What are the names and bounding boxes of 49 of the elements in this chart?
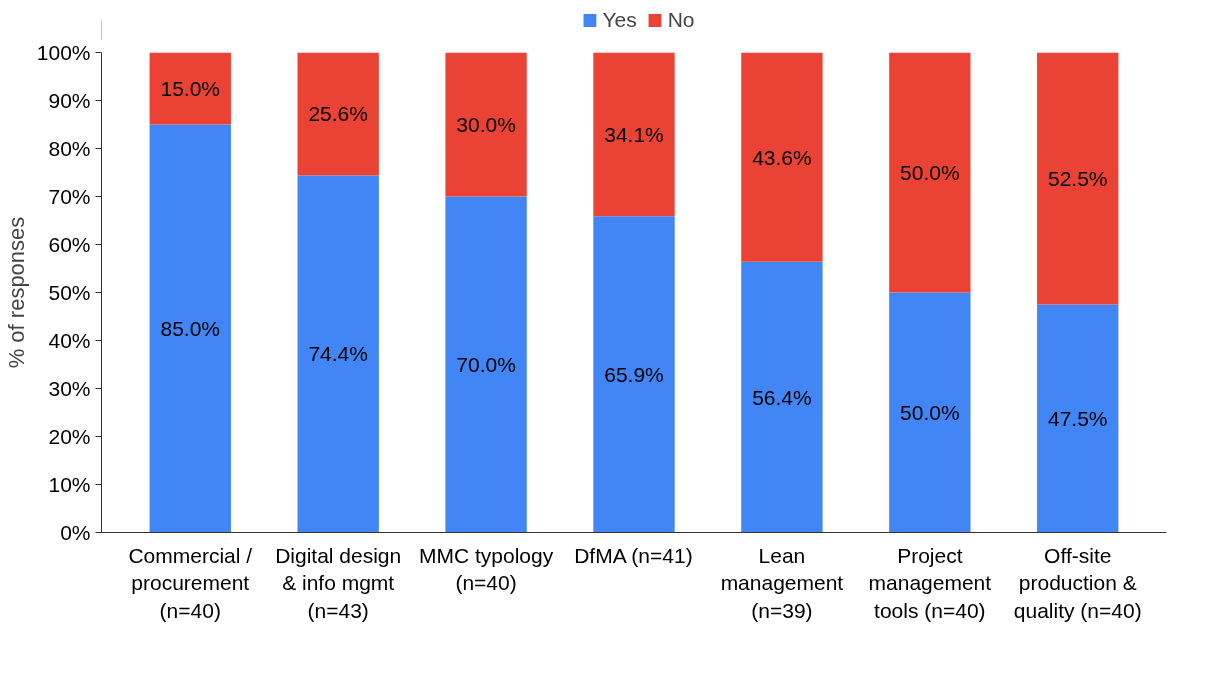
y-tick-label: 40% <box>48 329 91 352</box>
y-tick-label: 60% <box>48 233 91 256</box>
data-label: 50.0% <box>900 161 960 184</box>
x-tick-label: Project management tools (n=40) <box>868 543 992 622</box>
legend-label: No <box>667 8 695 32</box>
data-label: 47.5% <box>1047 407 1108 430</box>
y-tick-label: 50% <box>48 281 91 304</box>
y-tick-label: 90% <box>48 89 91 112</box>
data-label: 25.6% <box>308 102 368 126</box>
data-label: 43.6% <box>752 145 812 169</box>
bar <box>889 52 971 293</box>
y-tick-label: 20% <box>48 425 91 448</box>
bar <box>445 52 527 197</box>
x-tick-label: MMC typology (n=40) <box>418 543 554 595</box>
x-tick-label: DfMA (n=41) <box>574 543 693 567</box>
data-label: 85.0% <box>160 317 221 340</box>
bar <box>1037 304 1119 533</box>
x-tick-label: Commercial / procurement (n=40) <box>128 543 253 622</box>
bar <box>741 261 823 533</box>
y-tick-label: 0% <box>60 521 91 544</box>
y-tick-label: 30% <box>48 377 91 400</box>
bar <box>593 52 675 217</box>
bar <box>445 196 527 533</box>
bar <box>297 175 379 533</box>
bar <box>149 52 231 125</box>
data-label: 70.0% <box>456 353 516 376</box>
data-label: 65.9% <box>604 362 664 386</box>
x-tick-label: Digital design & info mgmt (n=43) <box>275 543 402 622</box>
data-label: 34.1% <box>604 122 664 146</box>
data-label: 52.5% <box>1047 167 1108 190</box>
bar <box>1037 52 1119 305</box>
bar <box>149 124 231 533</box>
data-label: 74.4% <box>308 342 368 366</box>
data-label: 15.0% <box>160 77 221 100</box>
y-tick-label: 10% <box>48 473 91 496</box>
x-tick-label: Off-site production & quality (n=40) <box>1013 543 1142 622</box>
data-label: 56.4% <box>752 385 812 409</box>
legend-label: Yes <box>602 8 637 32</box>
bar <box>593 216 675 533</box>
y-tick-label: 70% <box>48 185 91 208</box>
y-axis-title: % of responses <box>3 216 29 369</box>
y-tick-label: 100% <box>36 41 91 64</box>
data-label: 50.0% <box>900 401 960 424</box>
bar <box>889 292 971 533</box>
y-tick-label: 80% <box>48 137 91 160</box>
bar <box>741 52 823 262</box>
bar <box>297 52 379 176</box>
data-label: 30.0% <box>456 113 516 136</box>
x-tick-label: Lean management (n=39) <box>720 543 844 622</box>
